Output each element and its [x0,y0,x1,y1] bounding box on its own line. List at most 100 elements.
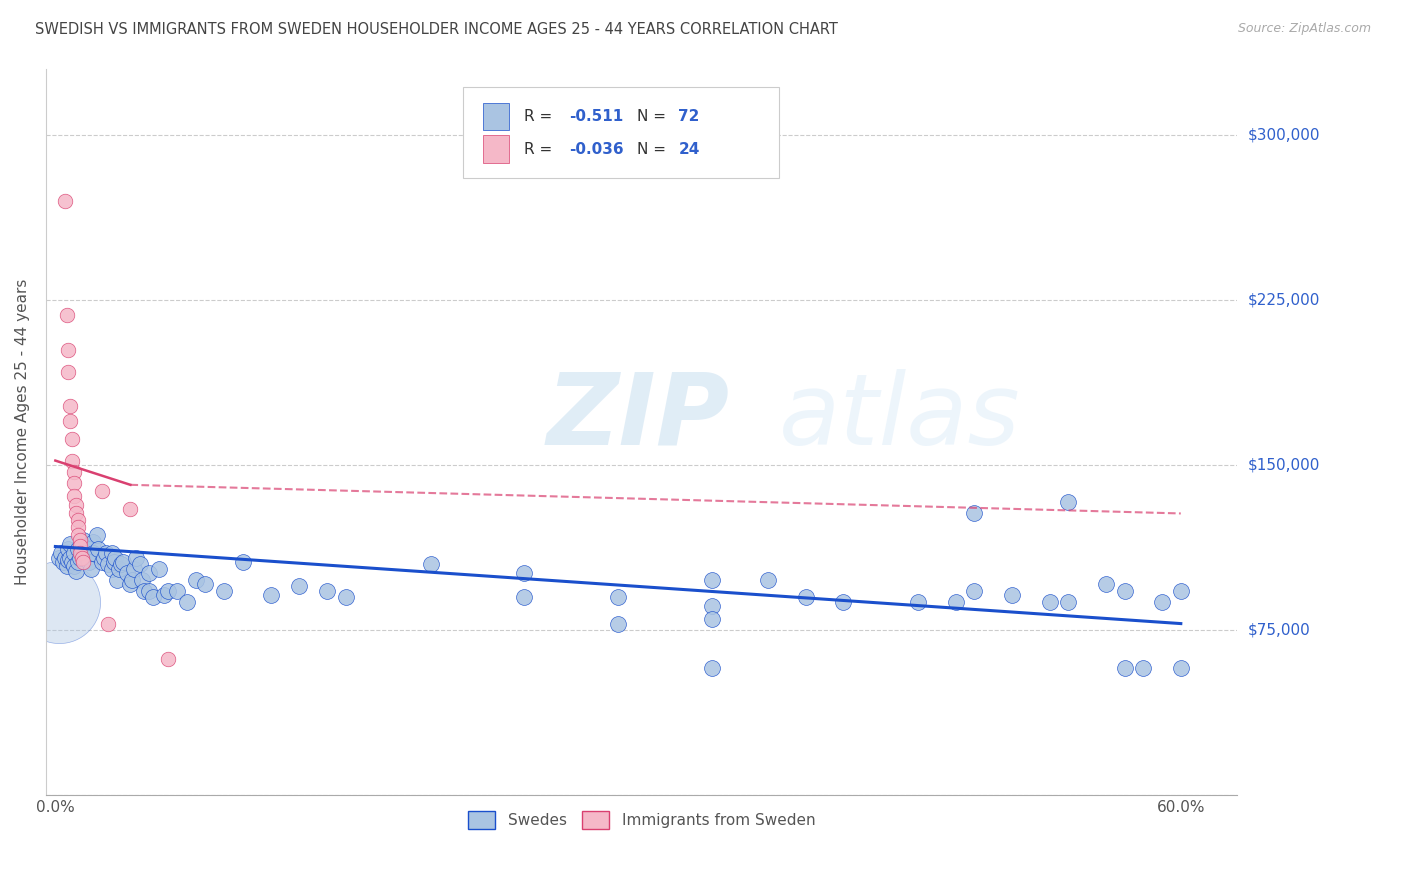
Point [132,583,155,598]
Point [1038,594,1060,608]
Point [55,308,77,322]
Point [58,541,80,556]
Point [65,564,87,578]
Text: R =: R = [523,142,557,157]
Point [66,513,89,527]
Point [148,561,170,575]
Point [1132,660,1154,674]
Point [125,550,148,565]
Point [55,559,77,574]
Point [756,573,779,587]
Text: -0.511: -0.511 [569,109,623,124]
Point [59,537,82,551]
Point [103,555,125,569]
Point [104,550,127,565]
Point [166,583,188,598]
Point [69,533,91,547]
Point [91,555,114,569]
Point [72,540,94,554]
Text: Source: ZipAtlas.com: Source: ZipAtlas.com [1237,22,1371,36]
Point [70,546,93,560]
Text: $300,000: $300,000 [1249,127,1320,142]
Point [832,594,855,608]
Text: 72: 72 [679,109,700,124]
FancyBboxPatch shape [463,87,779,178]
Point [66,528,89,542]
Point [93,550,115,565]
Point [122,561,145,575]
Point [607,590,630,604]
Legend: Swedes, Immigrants from Sweden: Swedes, Immigrants from Sweden [461,805,821,835]
Text: 24: 24 [679,142,700,157]
Y-axis label: Householder Income Ages 25 - 44 years: Householder Income Ages 25 - 44 years [15,279,30,585]
Text: N =: N = [637,109,671,124]
Point [1057,594,1080,608]
Point [70,550,93,565]
Point [1094,577,1116,591]
Point [63,465,86,479]
Point [63,489,86,503]
Point [58,552,80,566]
Point [69,550,91,565]
Point [945,594,967,608]
Point [59,550,82,565]
Point [72,555,94,569]
Point [82,546,104,560]
Point [700,660,723,674]
Point [1114,660,1136,674]
Text: ZIP: ZIP [547,369,730,466]
Point [77,555,100,569]
Point [184,573,207,587]
Point [260,588,283,602]
Point [100,546,122,560]
Text: $150,000: $150,000 [1249,458,1320,473]
Point [69,546,91,560]
Point [86,528,108,542]
Point [288,579,311,593]
Point [963,507,986,521]
Point [963,583,986,598]
Point [63,546,86,560]
Point [91,484,114,499]
Point [121,573,143,587]
Point [108,561,131,575]
Point [66,541,89,556]
Point [58,366,80,380]
Point [156,583,179,598]
Point [53,194,76,208]
Point [80,561,103,575]
Point [72,533,94,547]
Point [335,590,357,604]
Point [58,343,80,358]
Point [60,555,83,569]
Point [69,540,91,554]
FancyBboxPatch shape [484,136,509,163]
Point [60,432,83,446]
Point [419,557,441,571]
Point [53,550,76,565]
Point [1114,583,1136,598]
Point [115,566,138,580]
Point [66,555,89,569]
Point [513,590,536,604]
Point [65,498,87,512]
Point [1150,594,1173,608]
Point [794,590,817,604]
Point [75,546,97,560]
Point [97,557,120,571]
Point [907,594,929,608]
Point [59,414,82,428]
Point [176,594,198,608]
Point [1057,495,1080,509]
Point [120,502,142,516]
Point [97,616,120,631]
Point [48,594,70,608]
Point [63,559,86,574]
Point [120,577,142,591]
Text: $225,000: $225,000 [1249,293,1320,308]
Point [316,583,339,598]
Point [1170,583,1192,598]
Point [153,588,176,602]
Point [700,612,723,626]
Text: SWEDISH VS IMMIGRANTS FROM SWEDEN HOUSEHOLDER INCOME AGES 25 - 44 YEARS CORRELAT: SWEDISH VS IMMIGRANTS FROM SWEDEN HOUSEH… [35,22,838,37]
